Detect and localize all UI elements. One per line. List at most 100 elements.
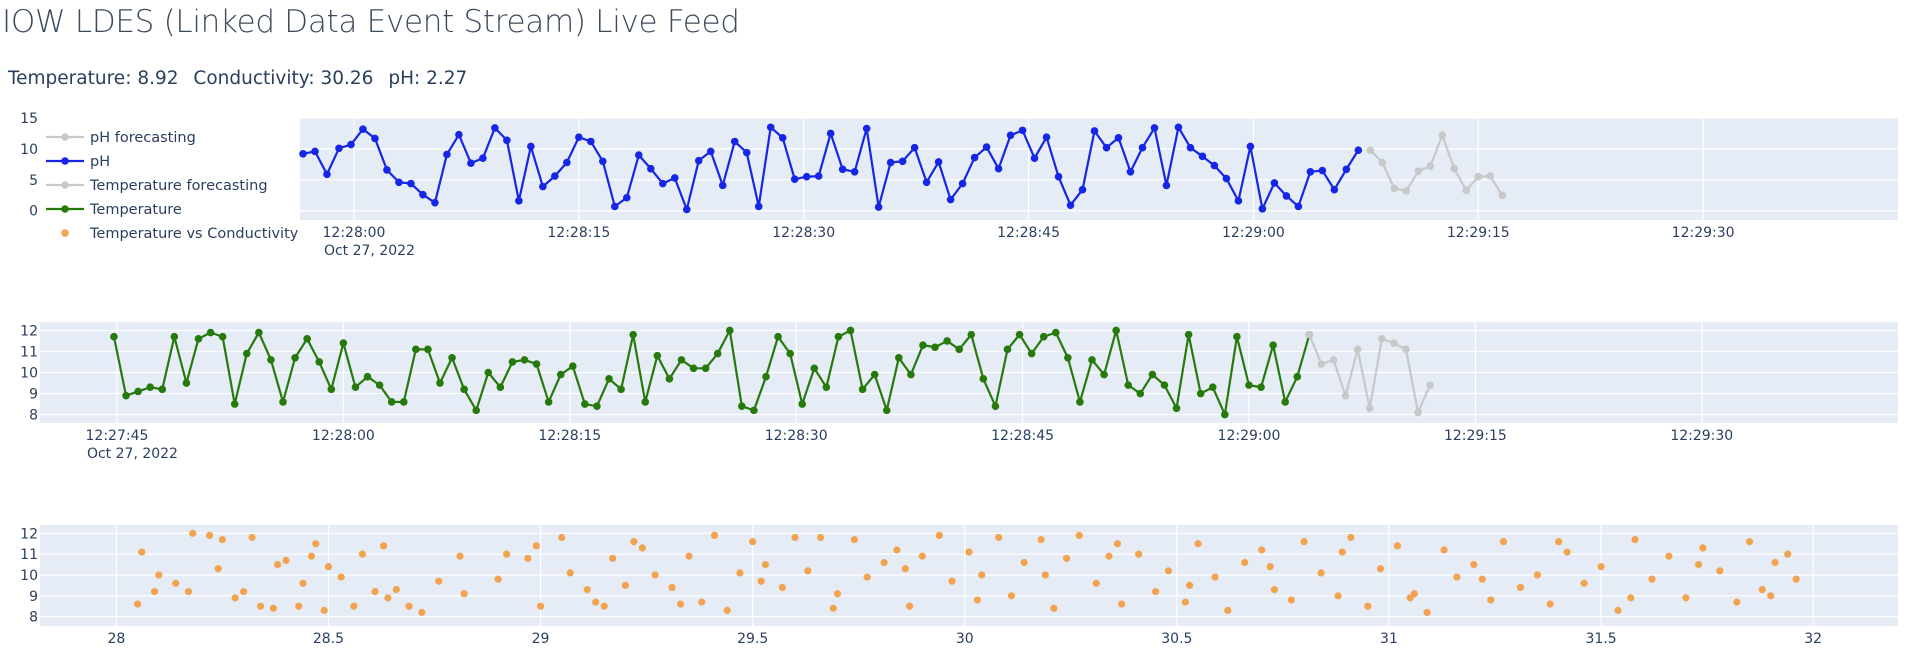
scatter-point[interactable]: [1533, 571, 1542, 579]
series-point[interactable]: [907, 370, 915, 379]
scatter-point[interactable]: [935, 531, 943, 540]
series-point[interactable]: [1030, 154, 1039, 162]
series-point[interactable]: [1114, 133, 1123, 142]
scatter-point[interactable]: [566, 569, 574, 577]
series-point[interactable]: [706, 147, 715, 156]
scatter-point[interactable]: [1347, 533, 1355, 542]
series-point[interactable]: [1342, 165, 1351, 174]
series-point[interactable]: [1138, 143, 1147, 152]
series-point[interactable]: [1100, 370, 1108, 379]
series-point[interactable]: [1174, 123, 1183, 132]
scatter-point[interactable]: [1470, 560, 1478, 569]
legend-item[interactable]: pH: [46, 154, 110, 170]
scatter-point[interactable]: [435, 577, 443, 585]
series-point[interactable]: [1474, 172, 1483, 181]
scatter-point[interactable]: [1699, 544, 1707, 552]
series-point[interactable]: [622, 193, 631, 202]
scatter-point[interactable]: [816, 533, 825, 542]
scatter-point[interactable]: [494, 575, 502, 583]
scatter-point[interactable]: [630, 538, 638, 546]
scatter-point[interactable]: [307, 552, 316, 560]
scatter-point[interactable]: [965, 548, 973, 556]
series-point[interactable]: [1414, 408, 1422, 417]
series-point[interactable]: [1329, 356, 1338, 364]
series-point[interactable]: [665, 375, 674, 383]
scatter-point[interactable]: [1580, 579, 1588, 587]
scatter-point[interactable]: [1682, 594, 1690, 602]
series-point[interactable]: [946, 195, 955, 204]
series-point[interactable]: [527, 142, 535, 151]
scatter-point[interactable]: [133, 600, 142, 608]
temperature-panel[interactable]: [40, 322, 1898, 423]
series-point[interactable]: [407, 179, 415, 188]
series-point[interactable]: [479, 154, 487, 162]
scatter-point[interactable]: [757, 577, 765, 585]
series-point[interactable]: [515, 197, 523, 205]
scatter-point[interactable]: [269, 604, 277, 612]
series-point[interactable]: [146, 383, 154, 392]
series-point[interactable]: [1366, 146, 1375, 154]
series-point[interactable]: [778, 133, 787, 142]
scatter-point[interactable]: [1118, 600, 1126, 608]
series-point[interactable]: [230, 400, 239, 408]
series-point[interactable]: [1245, 381, 1253, 389]
series-point[interactable]: [1306, 167, 1315, 176]
series-point[interactable]: [846, 326, 855, 335]
series-point[interactable]: [1184, 330, 1193, 339]
scatter-point[interactable]: [1224, 606, 1232, 614]
series-point[interactable]: [786, 349, 794, 358]
series-point[interactable]: [910, 143, 919, 152]
series-point[interactable]: [850, 167, 859, 176]
scatter-point[interactable]: [1105, 552, 1113, 560]
series-point[interactable]: [503, 136, 511, 145]
series-point[interactable]: [1124, 381, 1133, 389]
series-point[interactable]: [898, 157, 907, 166]
scatter-point[interactable]: [1185, 581, 1194, 589]
series-point[interactable]: [587, 137, 595, 146]
scatter-point[interactable]: [710, 531, 719, 540]
scatter-point[interactable]: [1376, 565, 1385, 573]
scatter-point[interactable]: [456, 552, 464, 560]
series-point[interactable]: [255, 328, 263, 337]
series-point[interactable]: [443, 150, 451, 159]
series-point[interactable]: [134, 387, 142, 396]
scatter-point[interactable]: [791, 533, 799, 542]
series-point[interactable]: [218, 332, 227, 341]
series-point[interactable]: [1066, 201, 1075, 209]
series-point[interactable]: [730, 137, 739, 146]
series-point[interactable]: [1402, 187, 1411, 195]
series-point[interactable]: [1353, 345, 1362, 354]
series-point[interactable]: [1018, 126, 1027, 135]
series-point[interactable]: [646, 164, 655, 173]
series-point[interactable]: [448, 353, 456, 362]
series-point[interactable]: [311, 147, 319, 156]
series-point[interactable]: [802, 172, 811, 181]
series-point[interactable]: [1390, 339, 1398, 347]
series-point[interactable]: [738, 402, 746, 410]
series-point[interactable]: [766, 123, 775, 132]
scatter-point[interactable]: [621, 581, 629, 589]
scatter-point[interactable]: [295, 602, 303, 610]
scatter-point[interactable]: [172, 579, 180, 587]
plot-background[interactable]: [300, 118, 1898, 220]
scatter-point[interactable]: [600, 602, 608, 610]
scatter-point[interactable]: [1546, 600, 1554, 608]
scatter-point[interactable]: [1334, 592, 1342, 600]
series-point[interactable]: [1186, 143, 1195, 152]
series-point[interactable]: [617, 385, 625, 394]
series-point[interactable]: [299, 150, 307, 158]
series-point[interactable]: [1450, 164, 1459, 173]
scatter-point[interactable]: [1393, 542, 1402, 550]
scatter-point[interactable]: [405, 602, 413, 610]
series-point[interactable]: [882, 406, 891, 415]
scatter-point[interactable]: [558, 533, 566, 542]
scatter-point[interactable]: [1211, 573, 1219, 581]
series-point[interactable]: [1486, 172, 1495, 180]
series-point[interactable]: [303, 335, 311, 343]
series-point[interactable]: [754, 202, 763, 211]
scatter-point[interactable]: [1648, 575, 1656, 583]
series-point[interactable]: [814, 172, 823, 180]
series-point[interactable]: [874, 203, 883, 211]
scatter-point[interactable]: [893, 546, 901, 554]
scatter-point[interactable]: [948, 577, 956, 585]
